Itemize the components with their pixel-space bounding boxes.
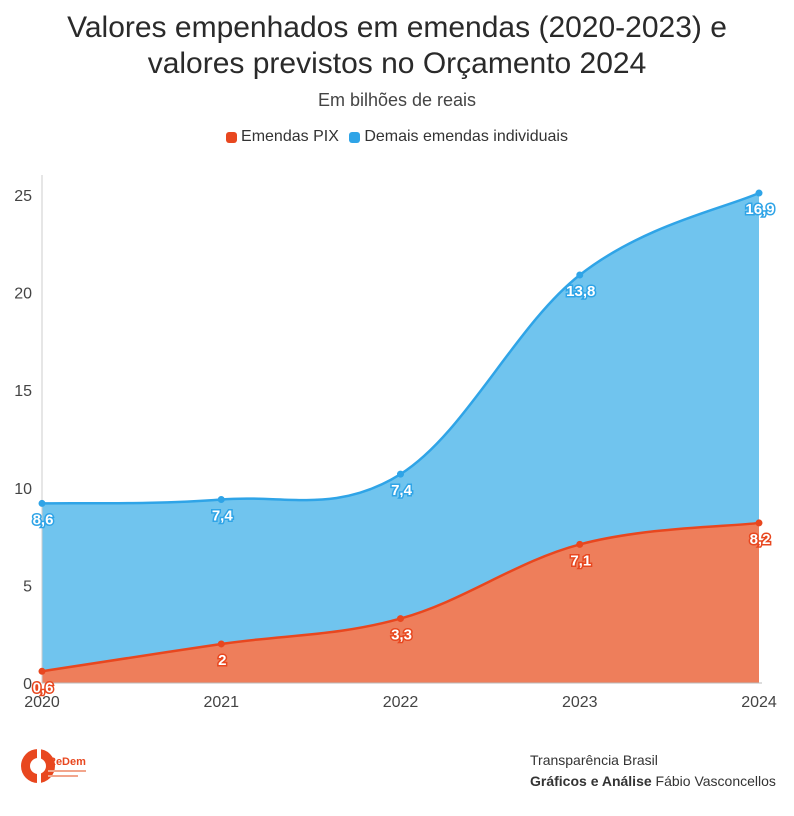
line-demais-emendas bbox=[41, 191, 760, 505]
legend-item-emendas-pix[interactable]: Emendas PIX bbox=[226, 128, 339, 146]
area-demais-emendas bbox=[42, 193, 759, 672]
credits-role: Gráficos e Análise bbox=[530, 773, 652, 789]
demais-emendas-point bbox=[217, 496, 225, 504]
redem-logo-line-2 bbox=[48, 775, 78, 777]
demais-emendas-data-label: 7,4 bbox=[391, 482, 413, 499]
chart-title-line-2: valores previstos no Orçamento 2024 bbox=[147, 47, 647, 80]
demais-emendas-data-label: 7,4 bbox=[212, 508, 234, 525]
emendas-pix-point bbox=[217, 640, 225, 648]
emendas-pix-point bbox=[38, 667, 46, 675]
legend-label-emendas-pix: Emendas PIX bbox=[241, 128, 339, 145]
legend-item-demais-emendas[interactable]: Demais emendas individuais bbox=[349, 128, 568, 146]
y-tick-label: 15 bbox=[14, 383, 32, 400]
chart-title-line-1: Valores empenhados em emendas (2020-2023… bbox=[67, 11, 727, 44]
emendas-pix-data-label: 0,6 bbox=[33, 679, 54, 696]
emendas-pix-data-label: 8,2 bbox=[750, 531, 771, 548]
emendas-pix-point bbox=[576, 540, 584, 548]
credits-author: Fábio Vasconcellos bbox=[655, 773, 776, 789]
emendas-pix-data-label: 2 bbox=[218, 652, 226, 669]
y-tick-label: 25 bbox=[14, 188, 32, 205]
emendas-pix-point bbox=[397, 615, 404, 623]
emendas-pix-data-label: 3,3 bbox=[391, 627, 412, 644]
redem-logo: ReDem bbox=[21, 749, 86, 783]
demais-emendas-point bbox=[576, 271, 584, 279]
credits-author-line: Gráficos e Análise Fábio Vasconcellos bbox=[530, 771, 776, 792]
chart-title: Valores empenhados em emendas (2020-2023… bbox=[0, 10, 794, 82]
chart-legend: Emendas PIX Demais emendas individuais bbox=[0, 128, 794, 148]
emendas-pix-data-label: 7,1 bbox=[570, 552, 591, 569]
demais-emendas-point bbox=[38, 499, 46, 507]
area-emendas-pix bbox=[42, 522, 759, 683]
demais-emendas-data-label: 13,8 bbox=[566, 283, 595, 300]
x-tick-label: 2022 bbox=[383, 694, 419, 711]
legend-swatch-demais-emendas bbox=[349, 131, 361, 143]
redem-logo-text: ReDem bbox=[48, 756, 86, 768]
demais-emendas-data-label: 16,9 bbox=[745, 201, 774, 218]
y-tick-label: 10 bbox=[14, 481, 32, 498]
emendas-pix-point bbox=[755, 519, 763, 527]
demais-emendas-point bbox=[755, 189, 763, 197]
credits: Transparência Brasil Gráficos e Análise … bbox=[530, 750, 776, 792]
chart-subtitle: Em bilhões de reais bbox=[317, 90, 477, 110]
legend-label-demais-emendas: Demais emendas individuais bbox=[364, 128, 568, 145]
redem-logo-bar bbox=[37, 749, 41, 783]
y-tick-label: 20 bbox=[14, 286, 32, 303]
x-tick-label: 2020 bbox=[24, 694, 60, 711]
y-tick-label: 0 bbox=[23, 676, 32, 693]
x-tick-label: 2021 bbox=[203, 694, 239, 711]
demais-emendas-point bbox=[397, 470, 404, 478]
legend-swatch-emendas-pix bbox=[226, 131, 238, 143]
credits-source: Transparência Brasil bbox=[530, 752, 658, 768]
demais-emendas-data-label: 8,6 bbox=[33, 511, 54, 528]
y-tick-label: 5 bbox=[23, 578, 32, 595]
x-tick-label: 2023 bbox=[562, 694, 598, 711]
redem-logo-line-1 bbox=[48, 770, 86, 772]
x-tick-label: 2024 bbox=[741, 694, 777, 711]
